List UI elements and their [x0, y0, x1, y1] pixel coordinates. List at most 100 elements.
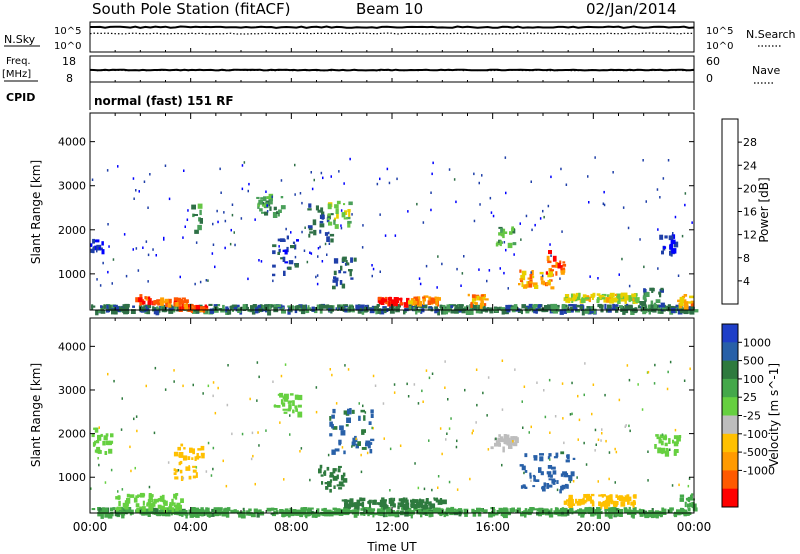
velocity-cell — [548, 512, 554, 518]
power-cell — [430, 299, 436, 304]
power-cell — [543, 305, 548, 310]
velocity-cell — [453, 508, 457, 511]
velocity-panel-frame — [89, 317, 695, 514]
velocity-cell — [521, 485, 527, 488]
power-cell — [280, 205, 286, 210]
power-cell — [557, 262, 561, 269]
power-scatter-cell — [379, 213, 381, 216]
power-cell — [649, 287, 654, 291]
power-cell — [569, 297, 573, 302]
power-scatter-cell — [285, 227, 287, 231]
power-cell — [570, 306, 573, 310]
power-cell — [294, 305, 297, 310]
velocity-cell — [94, 427, 99, 433]
power-cell — [465, 309, 471, 315]
velocity-cell — [105, 433, 109, 437]
velocity-cell — [426, 501, 432, 505]
velocity-scatter-cell — [154, 366, 157, 370]
velocity-scatter-cell — [362, 404, 364, 408]
power-cell — [327, 217, 330, 221]
power-cell — [348, 269, 353, 272]
velocity-cell — [596, 507, 601, 511]
velocity-scatter-cell — [192, 383, 194, 387]
velocity-scatter-cell — [637, 383, 639, 386]
velocity-scatter-cell — [669, 448, 671, 451]
velocity-cell — [578, 498, 583, 502]
velocity-cell — [400, 499, 405, 505]
velocity-scatter-cell — [423, 487, 426, 491]
power-cell — [92, 238, 95, 244]
velocity-cell — [279, 392, 284, 398]
power-cell — [377, 296, 382, 301]
velocity-scatter-cell — [258, 444, 260, 447]
velocity-cell — [520, 485, 524, 489]
power-cell — [156, 299, 161, 305]
power-cell — [313, 229, 317, 236]
power-cell — [385, 300, 388, 305]
velocity-cell — [591, 493, 595, 497]
velocity-scatter-cell — [561, 382, 564, 385]
power-cell — [197, 224, 202, 231]
power-cell — [294, 244, 297, 250]
velocity-cell — [509, 440, 515, 446]
velocity-scatter-cell — [283, 478, 285, 481]
power-cell — [599, 304, 602, 309]
power-cell — [180, 300, 185, 305]
velocity-scatter-cell — [249, 397, 251, 401]
power-cell — [242, 304, 247, 310]
power-scatter-cell — [351, 213, 353, 216]
velocity-cell — [103, 435, 108, 441]
velocity-cell — [370, 438, 375, 442]
beam-label: Beam 10 — [356, 0, 423, 18]
power-scatter-cell — [135, 247, 138, 250]
velocity-scatter-cell — [487, 448, 490, 451]
power-cell — [145, 307, 149, 312]
power-cell — [575, 307, 578, 311]
velocity-cell — [561, 484, 566, 490]
velocity-cell — [152, 501, 156, 507]
nsky-tick-top: 10^5 — [54, 26, 81, 37]
velocity-cell — [634, 510, 640, 513]
power-cell — [444, 306, 447, 310]
power-cell — [642, 308, 647, 315]
power-scatter-cell — [247, 189, 249, 193]
power-cell — [282, 249, 285, 252]
velocity-cell — [339, 425, 344, 431]
velocity-cell — [315, 512, 321, 517]
power-cell — [677, 299, 680, 303]
velocity-cell — [289, 393, 294, 396]
velocity-cell — [435, 499, 439, 503]
power-scatter-cell — [315, 275, 317, 279]
power-cell — [415, 308, 418, 315]
power-scatter-cell — [461, 272, 464, 275]
power-cell — [612, 303, 615, 309]
velocity-cell — [297, 394, 303, 401]
power-cell — [139, 294, 143, 298]
power-cell — [382, 306, 387, 309]
velocity-cell — [673, 450, 677, 456]
velocity-cell — [192, 469, 197, 473]
velocity-cell — [324, 512, 328, 517]
velocity-cell — [431, 503, 436, 509]
power-cell — [644, 291, 650, 297]
velocity-scatter-cell — [289, 414, 291, 417]
power-cell — [571, 297, 577, 300]
power-cell — [550, 286, 555, 290]
power-scatter-cell — [505, 191, 507, 195]
velocity-scatter-cell — [309, 478, 311, 482]
power-scatter-cell — [338, 170, 340, 173]
power-cell — [591, 294, 594, 300]
velocity-cell — [586, 493, 591, 498]
power-scatter-cell — [247, 277, 249, 281]
velocity-cell — [604, 512, 608, 517]
power-cell — [394, 299, 398, 305]
power-cell — [647, 304, 651, 308]
nave-tick-bottom: 0 — [706, 72, 713, 85]
velocity-scatter-cell — [437, 475, 440, 478]
power-cell — [307, 225, 313, 229]
power-cell — [284, 261, 289, 264]
power-scatter-cell — [437, 255, 439, 258]
velocity-scatter-cell — [360, 470, 363, 474]
power-cell — [534, 285, 539, 289]
velocity-cell — [349, 498, 354, 505]
